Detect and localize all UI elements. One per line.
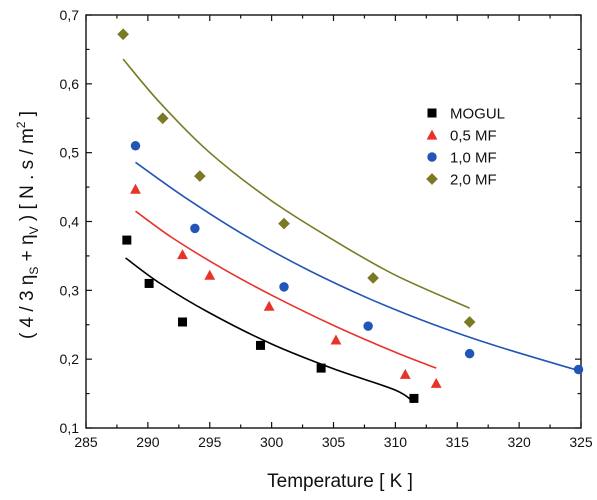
data-point-series-0	[144, 278, 154, 288]
y-tick-label: 0,3	[60, 282, 80, 298]
data-point-series-2	[464, 348, 475, 359]
data-point-series-1	[330, 334, 342, 345]
y-tick-label: 0,6	[60, 76, 80, 92]
fit-curves	[122, 58, 578, 404]
data-point-series-3	[278, 217, 290, 230]
fit-curve-series-3	[122, 58, 470, 309]
data-point-series-1	[177, 249, 188, 260]
x-tick-label: 300	[260, 434, 284, 450]
data-point-series-2	[130, 141, 141, 151]
data-point-series-3	[367, 272, 379, 284]
y-label-part: ( 4 / 3 η	[17, 275, 38, 339]
legend-marker-3	[426, 173, 438, 185]
legend-label: MOGUL	[450, 106, 505, 123]
legend-label: 0,5 MF	[450, 128, 497, 145]
data-point-series-3	[117, 28, 129, 41]
fit-curve-series-0	[125, 257, 415, 404]
axes: 285 290 295 300 305 310 315 320 325 0,1 0,2 0,3 0,4 0…	[60, 7, 593, 450]
legend-marker-2	[427, 152, 437, 162]
data-point-series-3	[463, 316, 476, 328]
x-axis-label: Temperature [ K ]	[267, 471, 413, 492]
x-tick-label: 305	[322, 434, 346, 450]
legend-marker-0	[427, 108, 437, 118]
data-point-series-2	[363, 321, 373, 331]
data-point-series-1	[263, 300, 275, 311]
data-point-series-1	[204, 269, 216, 280]
y-label-subscript: V	[27, 226, 41, 234]
data-point-series-3	[156, 112, 169, 125]
y-label-part: + η	[17, 234, 38, 266]
data-point-series-0	[409, 393, 419, 403]
fit-curve-series-1	[135, 210, 437, 369]
data-point-series-0	[316, 363, 326, 373]
y-label-superscript: 2	[14, 121, 28, 128]
x-tick-label: 315	[446, 434, 470, 450]
data-point-series-1	[399, 368, 411, 379]
y-label-part: ) [ N . s / m	[17, 128, 38, 226]
data-point-series-1	[130, 183, 141, 194]
y-label-subscript: S	[27, 267, 41, 275]
plot-frame	[85, 14, 582, 429]
data-point-series-2	[190, 223, 200, 234]
data-point-series-1	[430, 377, 442, 388]
x-tick-label: 295	[198, 434, 222, 450]
legend-label: 2,0 MF	[450, 172, 497, 189]
data-point-series-0	[178, 317, 188, 327]
x-tick-label: 290	[136, 434, 160, 450]
legend-marker-1	[426, 129, 438, 140]
y-label-part: ]	[17, 111, 38, 122]
legend-label: 1,0 MF	[450, 150, 497, 167]
data-point-series-0	[122, 235, 132, 245]
y-tick-label: 0,1	[60, 420, 80, 436]
y-tick-label: 0,5	[60, 145, 80, 161]
data-point-series-2	[279, 282, 289, 292]
fit-curve-series-2	[135, 161, 578, 371]
legend: MOGUL 0,5 MF 1,0 MF 2,0 MF	[426, 106, 505, 189]
y-tick-label: 0,7	[60, 7, 80, 23]
x-tick-label: 325	[569, 434, 593, 450]
data-point-series-0	[255, 340, 265, 350]
x-tick-label: 285	[74, 434, 98, 450]
data-point-series-3	[194, 170, 206, 182]
x-tick-label: 310	[384, 434, 408, 450]
y-tick-label: 0,2	[60, 351, 80, 367]
data-points	[117, 28, 584, 403]
x-tick-label: 320	[507, 434, 531, 450]
y-tick-label: 0,4	[60, 214, 80, 230]
data-point-series-2	[573, 364, 584, 375]
y-axis-label: ( 4 / 3 ηS + ηV ) [ N . s / m2 ]	[14, 111, 41, 339]
